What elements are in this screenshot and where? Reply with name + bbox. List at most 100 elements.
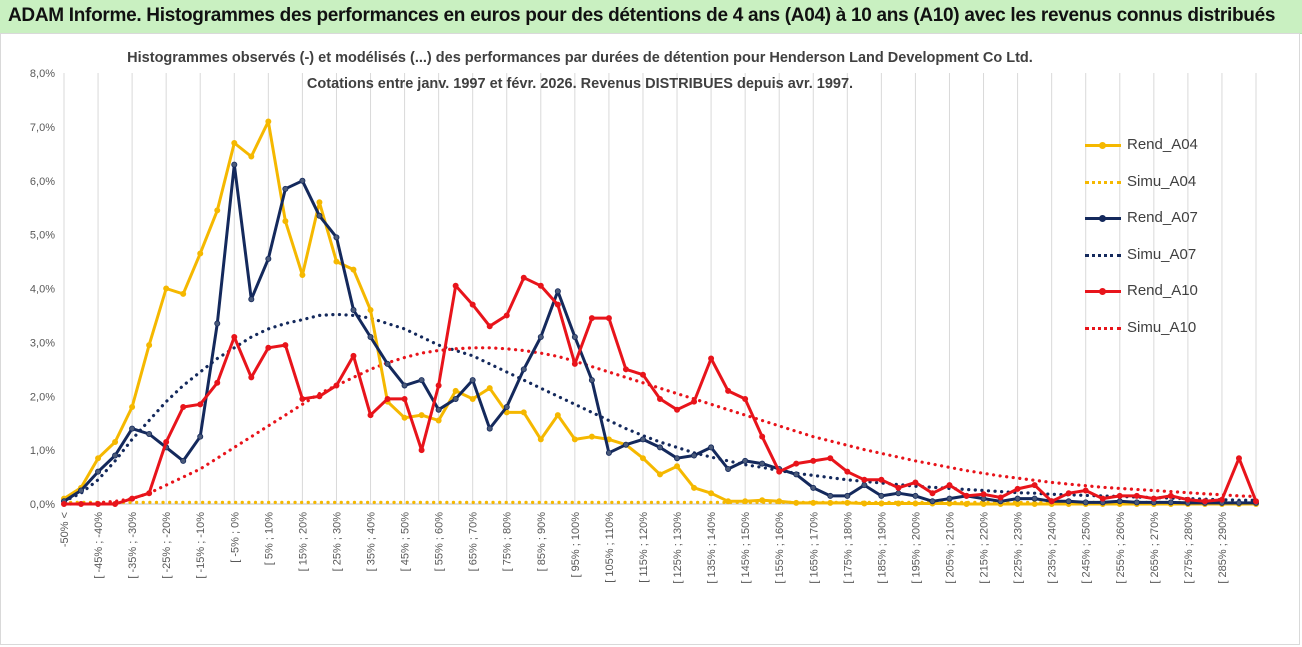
data-point bbox=[878, 500, 885, 507]
series-line-simu_a07 bbox=[62, 312, 1258, 503]
data-point bbox=[112, 439, 119, 446]
x-tick-label: [ 235% ; 240% bbox=[1047, 512, 1059, 584]
data-point bbox=[554, 288, 561, 295]
data-point bbox=[299, 177, 306, 184]
data-point bbox=[486, 385, 493, 392]
data-point bbox=[435, 406, 442, 413]
data-point bbox=[299, 272, 306, 279]
x-tick-label: [ 55% ; 60% bbox=[434, 512, 446, 572]
data-point bbox=[912, 492, 919, 499]
legend-swatch bbox=[1085, 326, 1121, 330]
data-point bbox=[401, 395, 408, 402]
x-tick-label: -50% < bbox=[59, 512, 71, 547]
data-point bbox=[895, 490, 902, 497]
data-point bbox=[384, 360, 391, 367]
data-point bbox=[657, 444, 664, 451]
x-tick-label: [ 195% ; 200% bbox=[910, 512, 922, 584]
data-point bbox=[605, 315, 612, 322]
x-tick-label: [ 165% ; 170% bbox=[808, 512, 820, 584]
data-point bbox=[963, 500, 970, 507]
data-point bbox=[1099, 495, 1106, 502]
legend-item: Simu_A07 bbox=[1085, 244, 1255, 268]
data-point bbox=[520, 366, 527, 373]
data-point bbox=[503, 312, 510, 319]
legend-marker bbox=[1099, 214, 1106, 222]
data-point bbox=[742, 457, 749, 464]
data-point bbox=[861, 500, 868, 507]
series-line-rend_a07 bbox=[63, 163, 1256, 505]
data-point bbox=[214, 320, 221, 327]
data-point bbox=[759, 460, 766, 467]
data-point bbox=[708, 490, 715, 497]
y-tick-label: 1,0% bbox=[30, 445, 55, 457]
x-tick-label: [ -25% ; -20% bbox=[161, 512, 173, 579]
x-tick-label: [ 95% ; 100% bbox=[570, 512, 582, 578]
data-point bbox=[1031, 495, 1038, 502]
x-tick-label: [ 65% ; 70% bbox=[468, 512, 480, 572]
legend-item: Rend_A07 bbox=[1085, 207, 1255, 231]
x-tick-label: [ 185% ; 190% bbox=[876, 512, 888, 584]
x-tick-label: [ 215% ; 220% bbox=[979, 512, 991, 584]
data-point bbox=[810, 499, 817, 506]
series-line-rend_a10 bbox=[64, 276, 1258, 506]
data-point bbox=[333, 258, 340, 265]
data-point bbox=[708, 355, 715, 362]
data-point bbox=[691, 398, 698, 405]
data-point bbox=[810, 457, 817, 464]
data-point bbox=[486, 323, 493, 330]
legend-item: Simu_A10 bbox=[1085, 317, 1255, 341]
data-point bbox=[1201, 498, 1208, 505]
data-point bbox=[401, 382, 408, 389]
data-point bbox=[469, 301, 476, 308]
data-point bbox=[588, 377, 595, 384]
data-point bbox=[1167, 499, 1174, 506]
data-point bbox=[776, 498, 783, 505]
legend-item: Rend_A10 bbox=[1085, 280, 1255, 304]
data-point bbox=[333, 382, 340, 389]
data-point bbox=[878, 476, 885, 483]
data-point bbox=[946, 482, 953, 489]
data-point bbox=[180, 404, 187, 411]
legend-label: Rend_A10 bbox=[1127, 282, 1198, 299]
legend-swatch bbox=[1085, 253, 1121, 257]
legend-label: Simu_A10 bbox=[1127, 318, 1197, 336]
data-point bbox=[214, 379, 221, 386]
data-point bbox=[861, 476, 868, 483]
data-point bbox=[95, 468, 102, 475]
data-point bbox=[844, 468, 851, 475]
data-point bbox=[588, 433, 595, 440]
data-point bbox=[146, 342, 153, 349]
data-point bbox=[980, 500, 987, 507]
data-point bbox=[639, 436, 646, 443]
y-tick-label: 4,0% bbox=[30, 284, 55, 296]
data-point bbox=[112, 452, 119, 459]
data-point bbox=[180, 290, 187, 297]
data-point bbox=[452, 395, 459, 402]
data-point bbox=[418, 447, 425, 454]
data-point bbox=[827, 455, 834, 462]
x-tick-label: [ 115% ; 120% bbox=[638, 512, 650, 583]
data-point bbox=[1048, 498, 1055, 505]
data-point bbox=[146, 490, 153, 497]
data-point bbox=[129, 495, 136, 502]
y-tick-label: 3,0% bbox=[30, 337, 55, 349]
data-point bbox=[759, 433, 766, 440]
data-point bbox=[469, 377, 476, 384]
data-point bbox=[61, 500, 68, 507]
data-point bbox=[674, 455, 681, 462]
data-point bbox=[452, 387, 459, 394]
data-point bbox=[674, 463, 681, 470]
data-point bbox=[316, 199, 323, 206]
x-tick-label: [ 5% ; 10% bbox=[263, 512, 275, 565]
data-point bbox=[1218, 496, 1225, 503]
data-point bbox=[946, 500, 953, 507]
data-point bbox=[657, 395, 664, 402]
data-point bbox=[248, 153, 255, 160]
data-point bbox=[793, 471, 800, 478]
data-point bbox=[588, 315, 595, 322]
data-point bbox=[146, 430, 153, 437]
data-point bbox=[946, 495, 953, 502]
data-point bbox=[95, 455, 102, 462]
legend-marker bbox=[1099, 141, 1106, 149]
